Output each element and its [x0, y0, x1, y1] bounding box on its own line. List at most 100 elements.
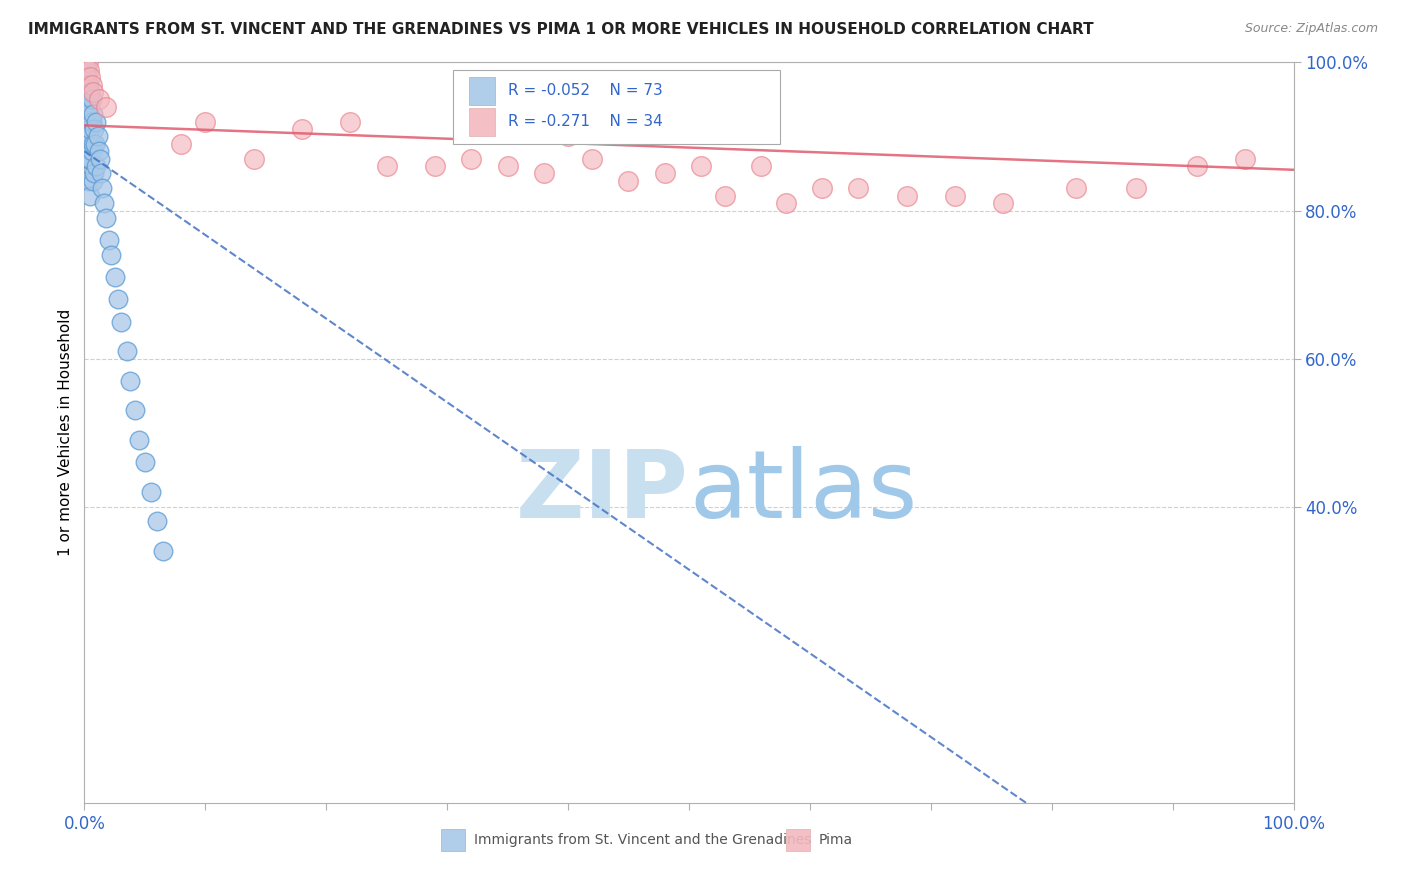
Point: [100, 248, 122, 262]
Point: [152, 544, 174, 558]
Point: [90, 166, 112, 180]
Point: [80, 114, 103, 128]
Point: [124, 403, 146, 417]
Text: R = -0.052    N = 73: R = -0.052 N = 73: [508, 83, 662, 98]
Point: [128, 433, 150, 447]
Point: [75, 62, 97, 77]
Point: [654, 166, 676, 180]
Point: [75, 129, 97, 144]
Point: [82, 85, 104, 99]
Point: [617, 174, 640, 188]
Point: [75, 92, 97, 106]
Point: [1125, 181, 1147, 195]
Point: [75, 122, 97, 136]
Point: [76, 78, 98, 92]
Point: [79, 100, 101, 114]
Point: [115, 344, 138, 359]
Point: [79, 188, 101, 202]
Point: [339, 114, 361, 128]
Point: [80, 78, 103, 92]
Point: [75, 55, 97, 70]
Point: [775, 196, 797, 211]
Point: [77, 85, 100, 99]
Point: [87, 145, 110, 159]
Point: [107, 293, 129, 307]
Point: [557, 129, 579, 144]
Point: [75, 114, 97, 128]
FancyBboxPatch shape: [468, 77, 495, 104]
Point: [846, 181, 869, 195]
Point: [82, 174, 104, 188]
Point: [75, 107, 97, 121]
Point: [76, 100, 98, 114]
Point: [82, 136, 104, 151]
Point: [79, 152, 101, 166]
Point: [76, 85, 98, 99]
Point: [77, 78, 100, 92]
Point: [75, 70, 97, 85]
Point: [89, 152, 111, 166]
Point: [134, 455, 156, 469]
Point: [76, 70, 98, 85]
Point: [94, 211, 117, 225]
Point: [943, 188, 966, 202]
Y-axis label: 1 or more Vehicles in Household: 1 or more Vehicles in Household: [58, 309, 73, 557]
Point: [84, 136, 107, 151]
Text: IMMIGRANTS FROM ST. VINCENT AND THE GRENADINES VS PIMA 1 OR MORE VEHICLES IN HOU: IMMIGRANTS FROM ST. VINCENT AND THE GREN…: [28, 22, 1094, 37]
Point: [75, 85, 97, 99]
Point: [86, 159, 108, 173]
Point: [75, 70, 97, 85]
Point: [75, 85, 97, 99]
Point: [91, 181, 114, 195]
Point: [993, 196, 1015, 211]
Text: R = -0.271    N = 34: R = -0.271 N = 34: [508, 114, 662, 129]
Point: [375, 159, 398, 173]
Point: [1064, 181, 1087, 195]
Point: [77, 152, 100, 166]
Point: [714, 188, 737, 202]
Point: [94, 100, 117, 114]
Point: [82, 107, 104, 121]
Point: [76, 107, 98, 121]
Point: [496, 159, 519, 173]
Point: [79, 122, 101, 136]
Point: [77, 152, 100, 166]
Text: ZIP: ZIP: [516, 446, 689, 538]
Point: [77, 78, 100, 92]
Point: [77, 174, 100, 188]
Point: [86, 114, 108, 128]
FancyBboxPatch shape: [468, 108, 495, 136]
Point: [460, 152, 482, 166]
Point: [77, 92, 100, 106]
Point: [75, 92, 97, 106]
Point: [75, 78, 97, 92]
Text: Pima: Pima: [818, 833, 852, 847]
Text: atlas: atlas: [689, 446, 917, 538]
Point: [77, 129, 100, 144]
Point: [80, 92, 103, 106]
Point: [97, 233, 120, 247]
Point: [75, 78, 97, 92]
Point: [77, 100, 100, 114]
Point: [581, 152, 603, 166]
Point: [291, 122, 314, 136]
Point: [896, 188, 918, 202]
Point: [77, 62, 100, 77]
Point: [76, 92, 98, 106]
Point: [75, 100, 97, 114]
Point: [242, 152, 264, 166]
Point: [79, 70, 101, 85]
Text: Immigrants from St. Vincent and the Grenadines: Immigrants from St. Vincent and the Gren…: [474, 833, 811, 847]
Point: [139, 484, 162, 499]
Point: [690, 159, 713, 173]
Point: [194, 114, 217, 128]
FancyBboxPatch shape: [441, 829, 465, 851]
Point: [76, 114, 98, 128]
Point: [93, 196, 115, 211]
Point: [1234, 152, 1257, 166]
FancyBboxPatch shape: [786, 829, 810, 851]
Point: [83, 166, 105, 180]
Point: [170, 136, 193, 151]
Point: [76, 145, 98, 159]
Point: [423, 159, 446, 173]
